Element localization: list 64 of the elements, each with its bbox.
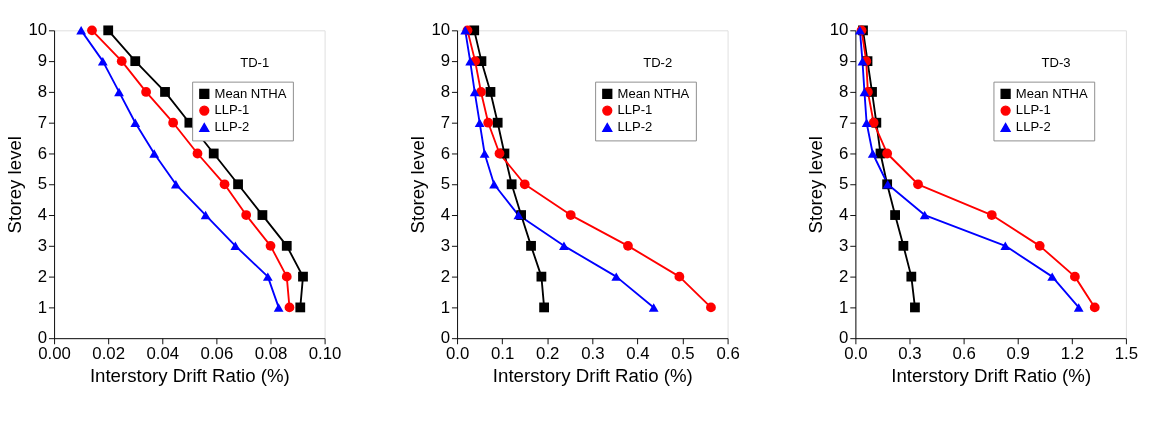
legend-label: LLP-1 (617, 102, 653, 118)
y-tick-label: 1 (440, 297, 451, 317)
y-tick-label: 7 (37, 112, 48, 132)
y-tick-label: 5 (440, 174, 451, 194)
y-tick-label: 9 (37, 51, 48, 71)
legend-label: LLP-2 (214, 119, 250, 135)
legend-label: LLP-2 (617, 119, 653, 135)
y-tick-label: 5 (37, 174, 48, 194)
annotation: TD-3 (1041, 54, 1071, 70)
y-tick-label: 10 (829, 20, 849, 40)
x-tick-label: 0.06 (200, 344, 234, 364)
x-tick-label: 0.04 (146, 344, 180, 364)
y-tick-label: 8 (839, 82, 849, 102)
x-tick-label: 0.02 (92, 344, 126, 364)
annotation: TD-2 (643, 54, 673, 70)
x-tick-label: 0.3 (581, 344, 605, 364)
y-tick-label: 3 (440, 235, 451, 255)
legend-label: Mean NTHA (617, 85, 690, 101)
y-tick-label: 8 (37, 82, 48, 102)
x-tick-label: 1.5 (1114, 344, 1139, 364)
y-tick-label: 2 (440, 266, 451, 286)
x-tick-label: 0.08 (254, 344, 288, 364)
x-tick-label: 0.9 (1006, 344, 1030, 364)
y-tick-label: 6 (37, 143, 48, 163)
legend-label: LLP-1 (1015, 102, 1051, 118)
y-tick-label: 4 (440, 205, 451, 225)
legend-label: Mean NTHA (214, 85, 287, 101)
y-axis-title: Storey level (3, 136, 25, 234)
x-tick-label: 0.1 (490, 344, 515, 364)
annotation: TD-1 (240, 54, 270, 70)
x-axis-title: Interstory Drift Ratio (%) (89, 364, 290, 386)
legend-label: Mean NTHA (1015, 85, 1088, 101)
y-tick-label: 7 (839, 112, 849, 132)
y-tick-label: 2 (37, 266, 48, 286)
y-tick-label: 1 (839, 297, 849, 317)
x-axis-title: Interstory Drift Ratio (%) (891, 364, 1092, 386)
y-tick-label: 3 (839, 235, 849, 255)
y-tick-label: 9 (839, 51, 849, 71)
x-tick-label: 0.5 (671, 344, 695, 364)
x-tick-label: 0.10 (308, 344, 342, 364)
y-tick-label: 1 (37, 297, 48, 317)
y-tick-label: 2 (839, 266, 849, 286)
y-tick-label: 7 (440, 112, 451, 132)
legend-label: LLP-1 (214, 102, 250, 118)
y-tick-label: 4 (37, 205, 48, 225)
y-tick-label: 10 (431, 20, 451, 40)
y-tick-label: 9 (440, 51, 451, 71)
x-tick-label: 0.6 (952, 344, 976, 364)
y-tick-label: 5 (839, 174, 849, 194)
legend-label: LLP-2 (1015, 119, 1051, 135)
y-tick-label: 4 (839, 205, 849, 225)
y-axis-title: Storey level (805, 136, 827, 234)
y-tick-label: 3 (37, 235, 48, 255)
y-tick-label: 8 (440, 82, 451, 102)
x-tick-label: 0.6 (716, 344, 740, 364)
x-tick-label: 1.2 (1060, 344, 1084, 364)
y-tick-label: 10 (28, 20, 48, 40)
y-axis-title: Storey level (406, 136, 428, 234)
x-tick-label: 0.2 (536, 344, 560, 364)
y-tick-label: 6 (440, 143, 451, 163)
x-tick-label: 0.4 (626, 344, 650, 364)
x-axis-title: Interstory Drift Ratio (%) (492, 364, 693, 386)
x-tick-label: 0.3 (898, 344, 922, 364)
y-tick-label: 6 (839, 143, 849, 163)
